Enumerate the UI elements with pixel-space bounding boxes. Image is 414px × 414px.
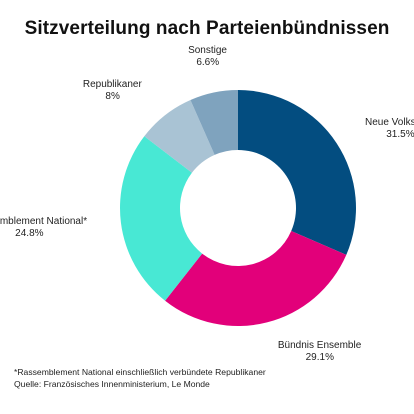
slice-value-sonstige: 6.6% (196, 57, 219, 68)
slice-value-neue-volksfront: 31.5% (386, 129, 414, 140)
donut-slices (119, 90, 356, 326)
footnote-source: Quelle: Französisches Innenministerium, … (14, 379, 210, 389)
footnote-note: *Rassemblement National einschließlich v… (14, 367, 266, 377)
footnotes: *Rassemblement National einschließlich v… (14, 366, 266, 390)
slice-label-b-ndnis-ensemble: Bündnis Ensemble (278, 340, 362, 351)
slice-label-republikaner: Republikaner (83, 79, 143, 90)
slice-value-republikaner: 8% (105, 91, 120, 102)
slice-rassemblement-national (119, 136, 203, 301)
slice-label-neue-volksfront: Neue Volksfront (365, 117, 414, 128)
slice-neue-volksfront (238, 90, 356, 255)
slice-sonstige (190, 90, 238, 155)
chart-title: Sitzverteilung nach Parteienbündnissen (24, 18, 390, 39)
slice-b-ndnis-ensemble (165, 231, 347, 326)
slice-republikaner (144, 100, 215, 173)
slice-label-sonstige: Sonstige (188, 45, 227, 56)
slice-value-rassemblement-national: 24.8% (15, 228, 43, 239)
slice-value-b-ndnis-ensemble: 29.1% (306, 352, 334, 363)
slice-label-rassemblement-national: Rassemblement National* (0, 216, 87, 227)
slice-labels: Neue Volksfront31.5% Bündnis Ensemble29.1… (0, 45, 414, 363)
